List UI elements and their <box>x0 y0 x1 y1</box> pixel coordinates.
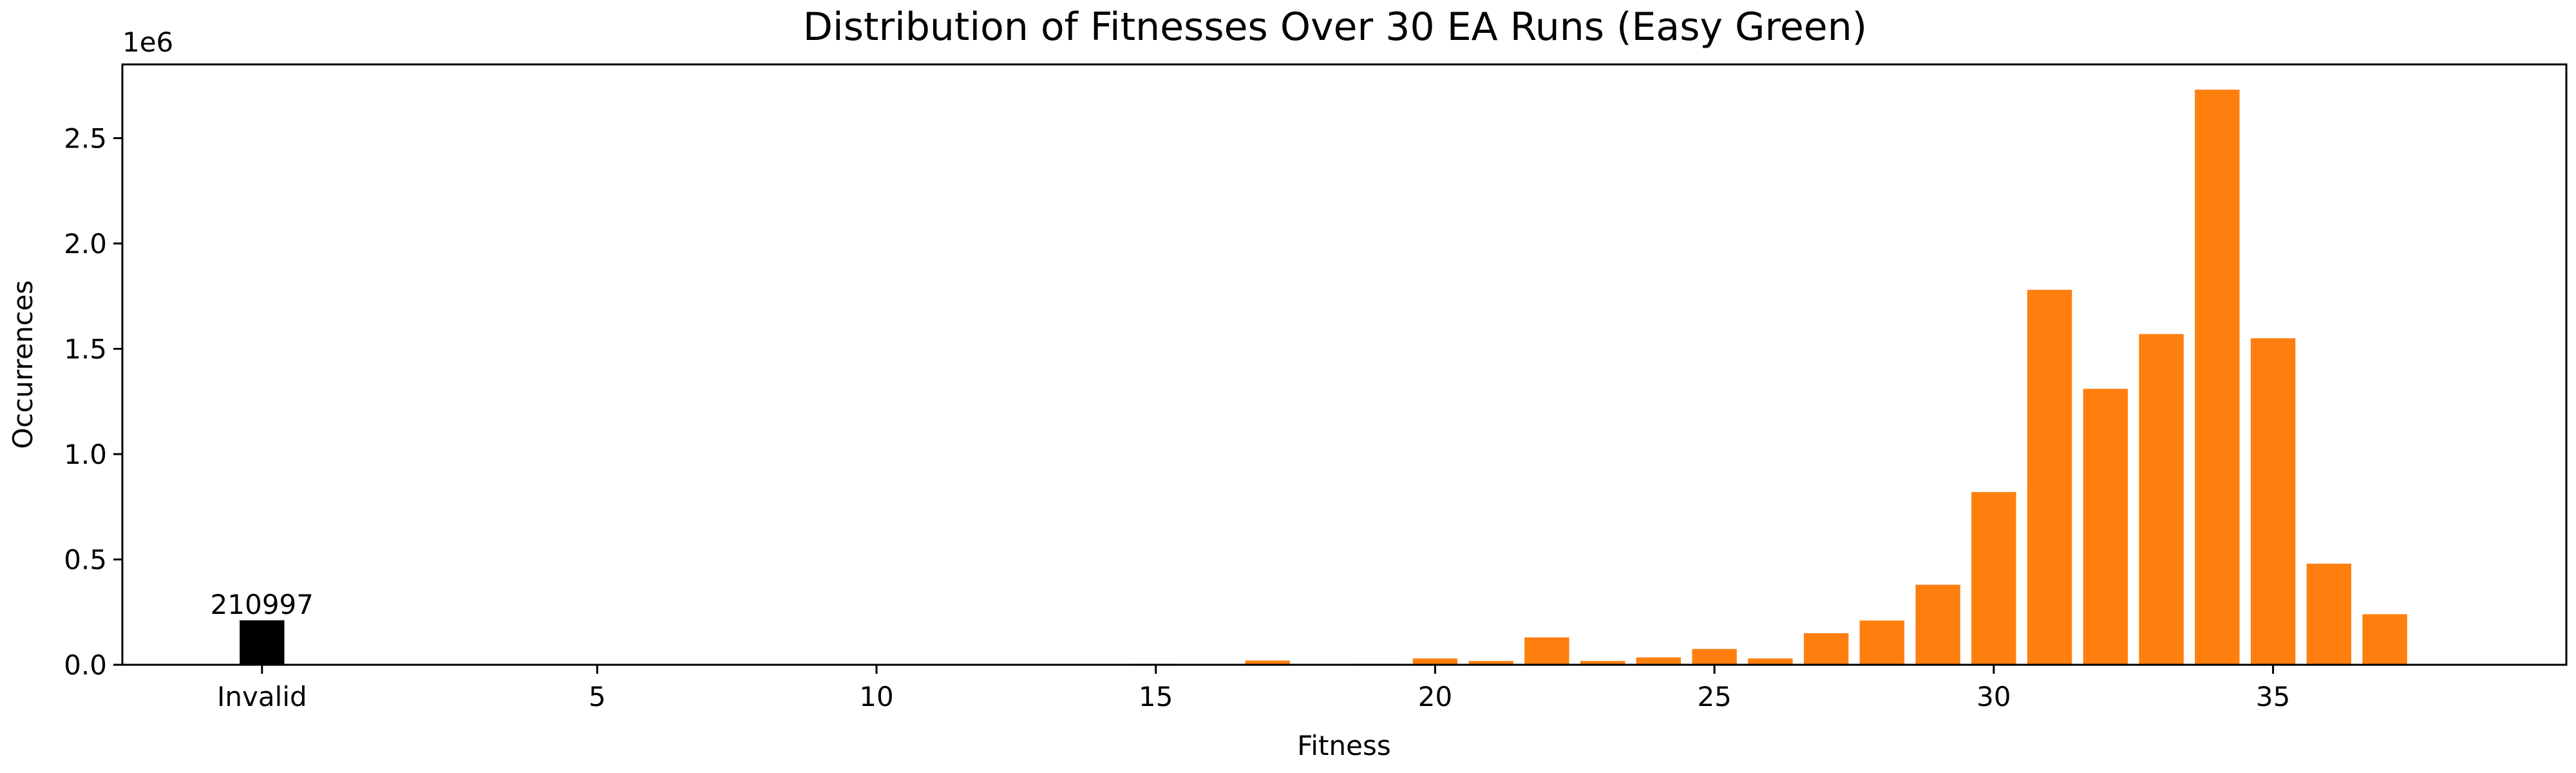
y-tick-label: 0.0 <box>64 649 107 681</box>
y-tick-label: 0.5 <box>64 544 107 575</box>
bar-fitness-26 <box>1692 649 1737 665</box>
bar-fitness-31 <box>1971 491 2016 665</box>
x-tick-label: 35 <box>2256 681 2290 712</box>
bar-fitness-32 <box>2027 289 2072 665</box>
x-tick-label: 20 <box>1418 681 1452 712</box>
bar-invalid <box>240 620 285 665</box>
bar-fitness-25 <box>1636 657 1681 665</box>
plot-area: 210997 <box>211 90 2407 665</box>
bar-fitness-22 <box>1468 661 1513 665</box>
y-tick-label: 1.5 <box>64 333 107 365</box>
bar-fitness-34 <box>2139 334 2184 665</box>
y-tick-label: 2.5 <box>64 122 107 154</box>
x-tick-label: 15 <box>1139 681 1173 712</box>
x-tick-label: 25 <box>1697 681 1731 712</box>
x-tick-label: 10 <box>859 681 893 712</box>
plot-frame <box>121 63 2568 666</box>
y-tick-label: 1.0 <box>64 439 107 470</box>
x-tick-label: 5 <box>589 681 606 712</box>
bar-fitness-29 <box>1859 620 1905 665</box>
x-axis-label: Fitness <box>1297 730 1390 761</box>
bar-fitness-28 <box>1803 633 1849 665</box>
y-tick-label: 2.0 <box>64 228 107 260</box>
x-tick-label: 30 <box>1976 681 2011 712</box>
bar-fitness-37 <box>2306 564 2352 665</box>
bar-fitness-35 <box>2195 90 2240 665</box>
x-axis: Invalid 5 10 15 20 25 30 35 <box>217 665 2290 712</box>
bar-fitness-27 <box>1748 658 1793 665</box>
bar-fitness-21 <box>1412 658 1458 665</box>
bar-fitness-36 <box>2250 338 2296 665</box>
bar-fitness-18 <box>1245 660 1290 665</box>
bar-fitness-23 <box>1524 637 1569 665</box>
bar-fitness-30 <box>1915 584 1960 665</box>
x-tick-label: Invalid <box>217 681 307 712</box>
bar-fitness-24 <box>1580 661 1625 665</box>
bar-fitness-33 <box>2083 388 2128 665</box>
y-axis-label: Occurrences <box>7 280 39 449</box>
y-axis: 0.0 0.5 1.0 1.5 2.0 2.5 <box>64 122 122 681</box>
bar-fitness-38 <box>2362 614 2407 665</box>
data-label-invalid: 210997 <box>211 589 314 620</box>
chart-title: Distribution of Fitnesses Over 30 EA Run… <box>803 5 1867 50</box>
y-axis-offset-label: 1e6 <box>122 26 173 58</box>
